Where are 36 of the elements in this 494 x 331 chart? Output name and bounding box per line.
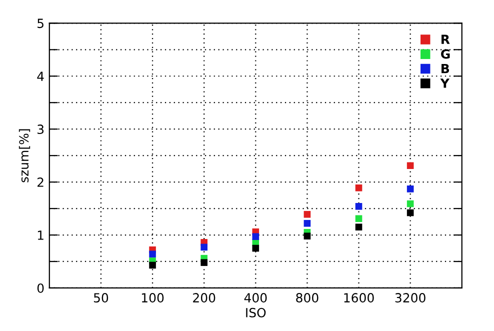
y-tick-label: 3 [38,124,44,134]
point [252,233,260,240]
legend-label: Y [440,78,450,88]
y-tick-label: 5 [38,18,44,28]
point [406,162,414,170]
point [355,224,362,230]
point [304,232,311,240]
point [406,186,414,192]
x-tick-label: 200 [193,293,216,303]
point [355,184,362,192]
legend-label: G [441,49,450,59]
x-tick-label: 3200 [395,293,426,303]
x-tick-label: 800 [296,293,318,303]
y-axis-title: szum[%] [18,129,30,182]
point [200,259,208,266]
y-tick-label: 0 [37,283,44,293]
legend-label: B [442,64,450,74]
point [406,209,414,216]
point [304,210,311,218]
x-tick-label: 100 [142,293,164,303]
x-tick-label: 1600 [344,293,374,303]
point [355,203,362,210]
point [200,244,208,251]
legend-label: R [442,34,450,44]
point [355,215,362,222]
x-axis-title: ISO [246,308,266,318]
point [149,250,156,258]
y-tick-label: 1 [38,230,44,240]
point [304,220,311,227]
x-tick-label: 400 [244,293,267,303]
point [406,200,414,208]
point [149,262,156,269]
point [252,244,260,252]
x-tick-label: 50 [94,293,108,303]
y-tick-label: 2 [38,178,44,187]
y-tick-label: 4 [37,72,44,81]
